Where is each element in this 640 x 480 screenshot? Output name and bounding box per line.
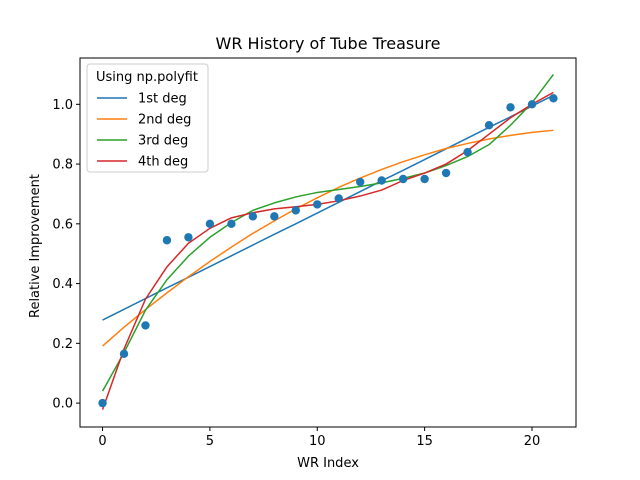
data-point xyxy=(291,206,300,215)
plot-area: 0 5 10 15 20 0.0 0.2 0.4 0.6 0.8 1.0 xyxy=(52,57,577,449)
data-point xyxy=(356,177,365,187)
data-point xyxy=(98,398,107,408)
data-point xyxy=(377,176,386,185)
data-point xyxy=(398,174,408,184)
data-point xyxy=(313,200,322,209)
data-point xyxy=(119,349,129,358)
axes-frame xyxy=(79,57,577,428)
data-point xyxy=(248,212,258,221)
data-point xyxy=(441,168,451,178)
legend-box xyxy=(86,63,209,173)
data-point xyxy=(334,194,343,203)
data-point xyxy=(141,321,150,330)
legend-label-4: 4th deg xyxy=(138,155,188,170)
x-tick-label: 10 xyxy=(309,434,326,449)
legend-label-1: 1st deg xyxy=(138,92,187,107)
y-tick-label: 1.0 xyxy=(52,98,73,113)
data-point xyxy=(162,236,172,245)
x-tick-label: 0 xyxy=(98,434,106,449)
y-tick-label: 0.4 xyxy=(52,277,73,292)
data-point xyxy=(549,94,558,103)
series-line-4 xyxy=(101,91,554,410)
y-tick-label: 0.2 xyxy=(52,337,73,352)
legend-title: Using np.polyfit xyxy=(96,70,198,85)
x-tick-label: 20 xyxy=(524,434,541,449)
y-tick-label: 0.0 xyxy=(52,397,73,412)
legend-label-3: 3rd deg xyxy=(138,134,188,149)
legend: Using np.polyfit 1st deg 2nd deg 3rd deg 4t… xyxy=(86,63,209,173)
legend-label-2: 2nd deg xyxy=(138,113,191,128)
data-point xyxy=(506,103,515,112)
data-point xyxy=(484,121,494,130)
data-point xyxy=(205,219,215,229)
x-axis-label: WR Index xyxy=(297,456,359,471)
data-point xyxy=(527,100,537,109)
data-point xyxy=(184,233,193,242)
series-line-2 xyxy=(102,129,554,347)
y-axis-label: Relative Improvement xyxy=(28,174,43,318)
data-point xyxy=(270,212,279,221)
y-tick-label: 0.6 xyxy=(52,217,73,232)
y-tick-label: 0.8 xyxy=(52,158,73,173)
data-point xyxy=(227,219,236,229)
chart-title: WR History of Tube Treasure xyxy=(216,34,441,53)
data-point xyxy=(420,174,429,184)
x-tick-label: 15 xyxy=(416,434,433,449)
x-tick-label: 5 xyxy=(206,434,214,449)
series-line-3 xyxy=(101,73,555,392)
series-line-1 xyxy=(102,94,554,321)
data-point xyxy=(463,147,472,157)
